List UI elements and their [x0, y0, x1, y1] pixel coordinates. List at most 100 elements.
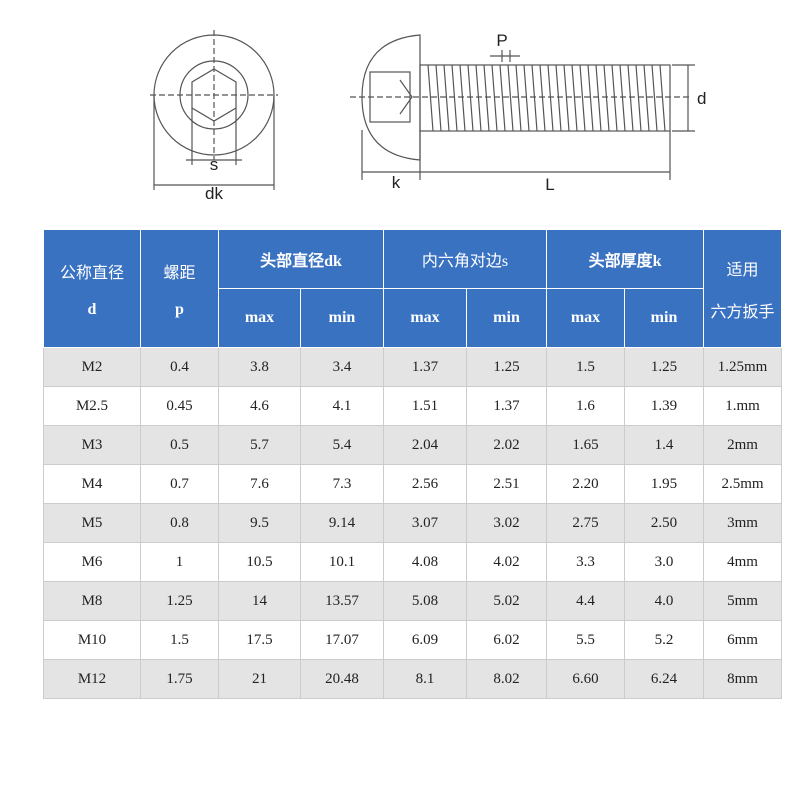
table-cell: 0.8 [140, 503, 219, 543]
table-cell: 9.5 [218, 503, 301, 543]
header-text: 头部直径dk [260, 253, 342, 270]
table-cell: 3mm [703, 503, 783, 543]
table-row: M4 0.7 7.6 7.3 2.56 2.51 2.20 1.95 2.5mm [43, 464, 783, 504]
table-cell: 5mm [703, 581, 783, 621]
table-cell: 5.7 [218, 425, 301, 465]
table-cell: 0.7 [140, 464, 219, 504]
header-cell: 公称直径 d [43, 229, 141, 348]
thread-line [563, 64, 570, 132]
table-cell: 1.51 [383, 386, 467, 426]
table-cell: M3 [43, 425, 141, 465]
thread-line [507, 64, 514, 132]
header-text: 公称直径 [59, 264, 124, 282]
table-cell: 10.5 [218, 542, 301, 582]
header-text: 内六角对边s [421, 253, 509, 270]
table-cell: 2.02 [465, 425, 548, 465]
header-text: 六方扳手 [710, 303, 775, 321]
table-cell: 4.6 [218, 386, 301, 426]
header-cell: min [624, 288, 705, 348]
header-text: p [175, 300, 184, 318]
thread-line [451, 64, 458, 132]
header-text: 螺距 [163, 264, 196, 282]
table-cell: 2mm [703, 425, 783, 465]
table-cell: 13.57 [300, 581, 384, 621]
header-text: min [328, 309, 356, 326]
thread-line [531, 64, 538, 132]
table-cell: 7.3 [300, 464, 384, 504]
table-cell: M4 [43, 464, 141, 504]
header-text: d [87, 300, 97, 318]
table-cell: 1.65 [546, 425, 626, 465]
label-p: P [496, 31, 507, 50]
table-cell: 10.1 [300, 542, 384, 582]
table-cell: 1.4 [624, 425, 705, 465]
thread-line [491, 64, 498, 132]
header-text: min [650, 309, 678, 326]
table-cell: 4.0 [624, 581, 705, 621]
label-k: k [392, 173, 401, 192]
table-cell: M5 [43, 503, 141, 543]
table-cell: 6.60 [546, 659, 626, 699]
table-cell: 21 [218, 659, 301, 699]
header-text: 头部厚度k [588, 253, 662, 270]
thread-line [579, 64, 586, 132]
table-cell: 1.25 [624, 347, 705, 387]
thread-line [603, 64, 610, 132]
thread-line [467, 64, 474, 132]
table-cell: 8.1 [383, 659, 467, 699]
header-text: max [410, 309, 440, 326]
table-cell: 8mm [703, 659, 783, 699]
thread-line [619, 64, 626, 132]
table-cell: 5.4 [300, 425, 384, 465]
label-dk: dk [205, 184, 223, 203]
table-cell: 17.5 [218, 620, 301, 660]
table-cell: 4.08 [383, 542, 467, 582]
thread-line [643, 64, 650, 132]
table-cell: M10 [43, 620, 141, 660]
header-text: 适用 [726, 261, 759, 279]
header-cell: max [383, 288, 467, 348]
table-cell: 6.24 [624, 659, 705, 699]
thread-line [635, 64, 642, 132]
table-row: M10 1.5 17.5 17.07 6.09 6.02 5.5 5.2 6mm [43, 620, 783, 660]
thread-line [651, 64, 658, 132]
table-cell: 2.75 [546, 503, 626, 543]
table-cell: 1.95 [624, 464, 705, 504]
header-text: min [493, 309, 520, 326]
table-cell: 3.3 [546, 542, 626, 582]
table-cell: 6.09 [383, 620, 467, 660]
thread-line [483, 64, 490, 132]
thread-line [435, 64, 442, 132]
table-cell: 2.04 [383, 425, 467, 465]
screw-drawing: s dk P d k L [150, 30, 706, 203]
table-cell: 17.07 [300, 620, 384, 660]
table-cell: M8 [43, 581, 141, 621]
header-cell: min [300, 288, 384, 348]
header-cell: max [546, 288, 626, 348]
table-cell: 6.02 [465, 620, 548, 660]
thread-line [499, 64, 506, 132]
table-cell: 1.37 [465, 386, 548, 426]
table-cell: 2.5mm [703, 464, 783, 504]
table-cell: M2 [43, 347, 141, 387]
table-cell: 5.02 [465, 581, 548, 621]
header-cell: 螺距 p [140, 229, 219, 348]
table-cell: 7.6 [218, 464, 301, 504]
table-cell: 1.37 [383, 347, 467, 387]
header-cell: 内六角对边s [382, 229, 548, 289]
table-cell: 4.1 [300, 386, 384, 426]
thread-line [539, 64, 546, 132]
table-row: M3 0.5 5.7 5.4 2.04 2.02 1.65 1.4 2mm [43, 425, 783, 465]
thread-line [659, 64, 666, 132]
table-row: M5 0.8 9.5 9.14 3.07 3.02 2.75 2.50 3mm [43, 503, 783, 543]
table-cell: 1.mm [703, 386, 783, 426]
table-cell: 2.51 [465, 464, 548, 504]
table-cell: 2.50 [624, 503, 705, 543]
table-cell: 2.20 [546, 464, 626, 504]
table-cell: 8.02 [465, 659, 548, 699]
table-cell: M6 [43, 542, 141, 582]
table-cell: 1.5 [546, 347, 626, 387]
thread-line [595, 64, 602, 132]
table-row: M2.5 0.45 4.6 4.1 1.51 1.37 1.6 1.39 1.mm [43, 386, 783, 426]
